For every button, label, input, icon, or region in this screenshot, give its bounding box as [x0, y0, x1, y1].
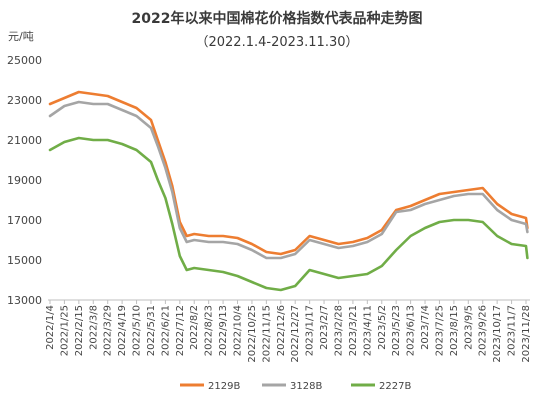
chart-title: 2022年以来中国棉花价格指数代表品种走势图 — [131, 11, 423, 27]
x-tick-label: 2023/10/17 — [492, 305, 503, 363]
x-tick-label: 2022/3/29 — [103, 305, 114, 356]
x-tick-label: 2022/1/25 — [59, 305, 70, 356]
x-tick-label: 2023/6/13 — [406, 305, 417, 356]
x-tick-label: 2022/2/15 — [74, 305, 85, 356]
chart-subtitle: （2022.1.4-2023.11.30） — [195, 35, 359, 50]
series-line-2129B — [48, 90, 529, 256]
x-tick-label: 2022/10/25 — [247, 305, 258, 363]
x-tick-label: 2023/1/17 — [305, 305, 316, 356]
y-tick-label: 17000 — [7, 214, 42, 227]
x-tick-label: 2022/8/23 — [204, 305, 215, 356]
x-tick-label: 2023/5/23 — [391, 305, 402, 356]
legend-label: 2227B — [379, 381, 411, 392]
x-tick-label: 2022/12/6 — [276, 305, 287, 356]
x-tick-label: 2023/9/5 — [463, 305, 474, 350]
x-tick-label: 2023/4/11 — [362, 305, 373, 356]
x-tick-label: 2022/7/12 — [175, 305, 186, 356]
x-tick-label: 2022/5/10 — [132, 305, 143, 356]
x-tick-label: 2023/11/7 — [507, 305, 518, 356]
x-tick-label: 2022/8/2 — [189, 305, 200, 350]
x-tick-label: 2022/6/21 — [160, 305, 171, 356]
x-tick-label: 2023/9/26 — [478, 305, 489, 356]
legend-label: 2129B — [208, 381, 240, 392]
legend-label: 3128B — [290, 381, 322, 392]
x-tick-label: 2022/4/19 — [117, 305, 128, 356]
y-tick-label: 15000 — [7, 254, 42, 267]
y-axis-label: 元/吨 — [8, 30, 34, 43]
y-tick-label: 19000 — [7, 174, 42, 187]
y-tick-label: 23000 — [7, 94, 42, 107]
x-tick-label: 2022/11/15 — [261, 305, 272, 363]
x-tick-label: 2023/3/21 — [348, 305, 359, 356]
series-line-2227B — [48, 136, 529, 292]
series-line-3128B — [48, 100, 529, 260]
x-tick-label: 2022/3/8 — [88, 305, 99, 350]
y-tick-label: 21000 — [7, 134, 42, 147]
y-tick-label: 25000 — [7, 54, 42, 67]
x-tick-label: 2023/5/2 — [377, 305, 388, 350]
x-tick-label: 2022/5/31 — [146, 305, 157, 356]
x-tick-label: 2022/9/13 — [218, 305, 229, 356]
y-tick-label: 13000 — [7, 294, 42, 307]
x-tick-label: 2022/1/4 — [45, 305, 56, 350]
x-tick-label: 2023/8/15 — [449, 305, 460, 356]
x-tick-label: 2022/12/27 — [290, 305, 301, 363]
x-tick-label: 2022/10/4 — [233, 305, 244, 356]
x-tick-label: 2023/7/4 — [420, 305, 431, 350]
x-tick-label: 2023/2/28 — [333, 305, 344, 356]
x-tick-label: 2023/7/25 — [434, 305, 445, 356]
x-tick-label: 2023/2/7 — [319, 305, 330, 350]
x-tick-label: 2023/11/28 — [521, 305, 532, 363]
